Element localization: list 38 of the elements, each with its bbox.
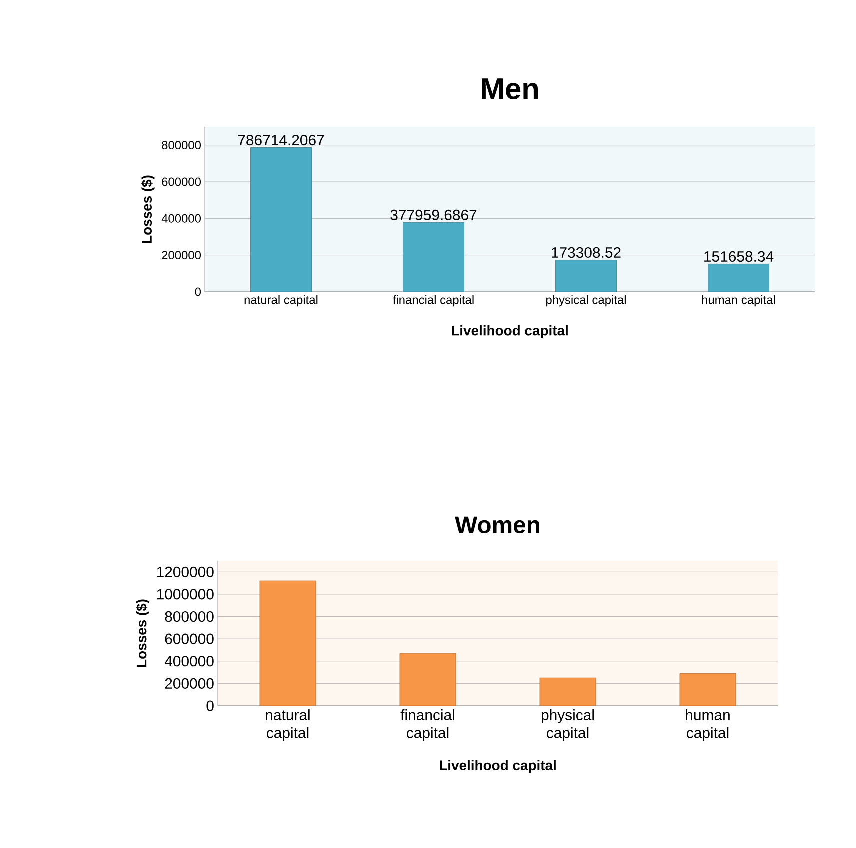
bar — [403, 222, 464, 292]
x-tick-label: physical capital — [546, 296, 626, 307]
bar — [708, 264, 770, 292]
y-axis-title: Losses ($) — [136, 600, 150, 668]
y-tick-label: 1000000 — [157, 589, 214, 600]
bar — [680, 673, 736, 706]
chart-title: Men — [482, 78, 538, 100]
bar — [260, 580, 316, 706]
x-tick-label: human capital — [686, 710, 730, 742]
y-tick-label: 1200000 — [157, 566, 214, 578]
x-tick-label: financial capital — [400, 710, 454, 742]
x-axis-title: Livelihood capital — [440, 760, 556, 774]
y-axis-title: Losses ($) — [141, 176, 155, 244]
bar — [400, 653, 456, 706]
y-tick-label: 0 — [195, 288, 202, 296]
y-tick-label: 800000 — [162, 141, 202, 150]
x-tick-label: human capital — [702, 296, 776, 307]
y-tick-label: 800000 — [165, 611, 214, 622]
x-tick-label: natural capital — [244, 296, 318, 307]
data-label: 786714.2067 — [238, 134, 324, 146]
y-tick-label: 600000 — [162, 178, 202, 186]
x-tick-label: financial capital — [393, 296, 474, 307]
y-tick-label: 0 — [206, 700, 214, 712]
bar — [540, 678, 596, 706]
bar — [556, 260, 617, 292]
bar — [250, 148, 312, 292]
data-label: 151658.34 — [704, 251, 774, 262]
x-axis-title: Livelihood capital — [452, 325, 568, 338]
data-label: 377959.6867 — [390, 210, 477, 220]
x-tick-label: natural capital — [266, 710, 310, 742]
x-tick-label: physical capital — [542, 710, 594, 742]
y-tick-label: 400000 — [164, 656, 214, 667]
y-tick-label: 600000 — [165, 634, 214, 644]
data-label: 173308.52 — [552, 247, 621, 258]
chart-title: Women — [455, 516, 540, 534]
y-tick-label: 400000 — [162, 214, 202, 223]
y-tick-label: 200000 — [165, 678, 214, 689]
y-tick-label: 200000 — [162, 251, 202, 260]
